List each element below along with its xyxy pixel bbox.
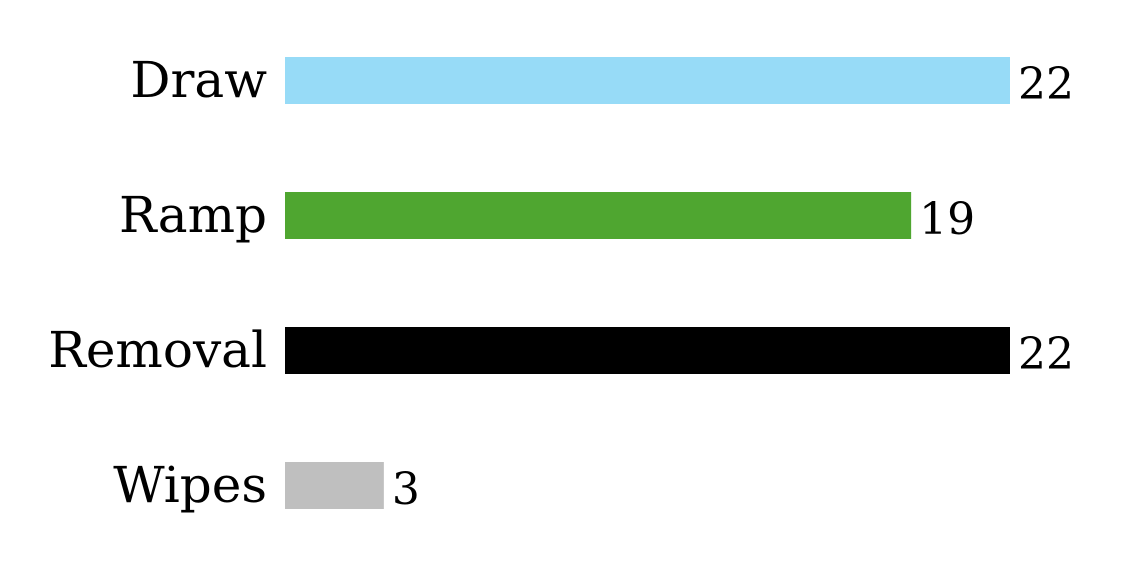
bar-ramp xyxy=(285,192,912,239)
bar-removal xyxy=(285,327,1010,374)
bar-wipes xyxy=(285,462,384,509)
data-label: 3 xyxy=(392,464,420,515)
bar-draw xyxy=(285,57,1010,104)
data-label: 19 xyxy=(919,194,975,245)
category-label: Draw xyxy=(130,51,267,109)
category-label: Ramp xyxy=(119,186,267,244)
category-label: Removal xyxy=(48,321,267,379)
data-label: 22 xyxy=(1018,59,1074,110)
data-label: 22 xyxy=(1018,329,1074,380)
category-label: Wipes xyxy=(113,456,267,514)
